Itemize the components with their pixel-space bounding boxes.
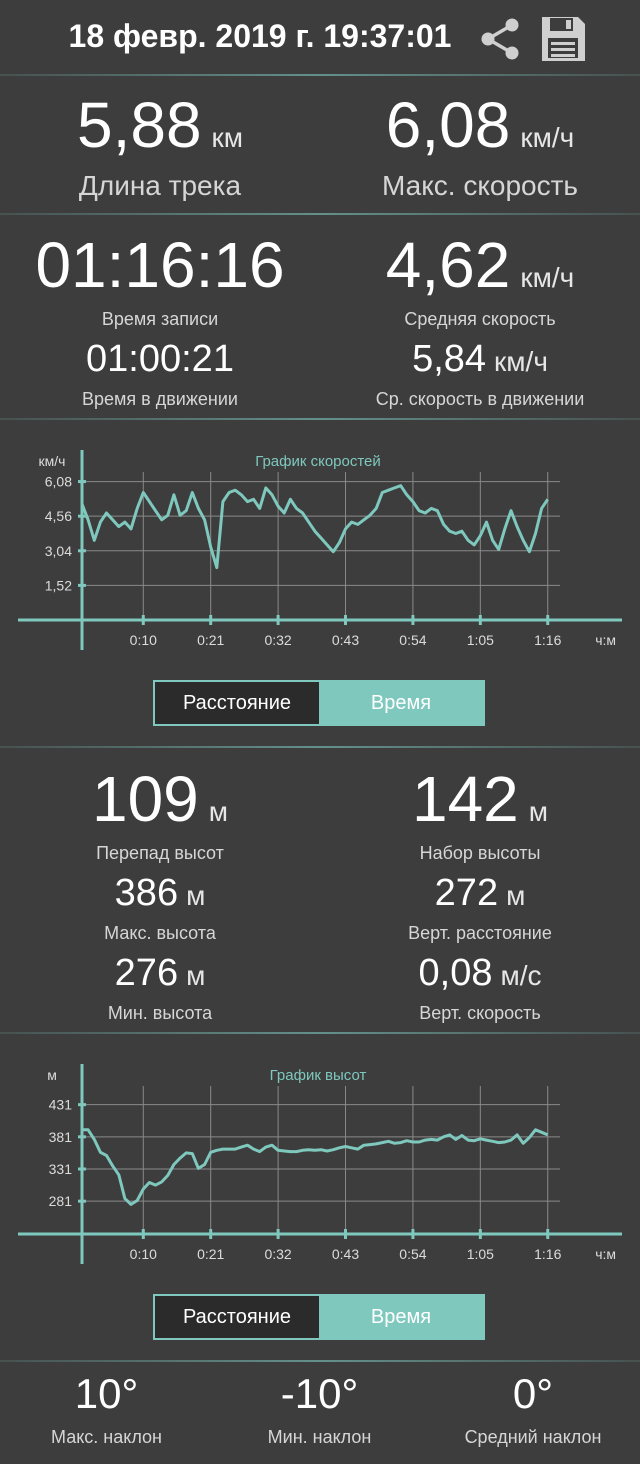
divider [0, 418, 640, 420]
moving-time-stat: 01:00:21 [0, 338, 320, 381]
y-tick-label: 381 [49, 1129, 73, 1145]
vert-distance-stat: 272 м [320, 872, 640, 915]
elevation-gain-label: Набор высоты [419, 843, 541, 863]
x-tick-label: 0:10 [130, 1246, 157, 1262]
min-elevation-stat: 276 м [0, 952, 320, 995]
avg-slope-value: 0° [512, 1370, 554, 1417]
y-tick-label: 331 [49, 1161, 73, 1177]
y-tick-label: 1,52 [45, 577, 72, 593]
vert-speed-value: 0,08 [418, 952, 493, 994]
avg-speed-unit: км/ч [520, 262, 575, 293]
avg-speed-stat: 4,62 км/ч [320, 228, 640, 302]
record-time-value: 01:16:16 [35, 229, 285, 301]
series-line [82, 1128, 549, 1206]
speed-chart: График скоростей км/ч 6,08 4,56 3,04 1,52 0:10… [0, 440, 640, 660]
save-icon[interactable] [538, 14, 588, 64]
y-axis-label: км/ч [39, 453, 66, 469]
toggle-distance-button[interactable]: Расстояние [155, 682, 319, 724]
elevation-gain-stat: 142 м [320, 762, 640, 836]
max-speed-value: 6,08 [385, 89, 511, 161]
x-axis-label: ч:м [595, 632, 616, 648]
record-time-stat: 01:16:16 [0, 228, 320, 302]
y-tick-label: 4,56 [45, 508, 72, 524]
vert-distance-unit: м [506, 880, 526, 911]
moving-avg-speed-unit: км/ч [494, 346, 548, 377]
elevation-chart: График высот м 431 381 331 281 0:10 0:21 0:32 0:4… [0, 1054, 640, 1274]
max-slope-label: Макс. наклон [51, 1427, 162, 1447]
chart-title: График высот [270, 1067, 367, 1084]
x-tick-label: 1:05 [467, 632, 494, 648]
elevation-diff-value: 109 [91, 763, 199, 835]
divider [0, 1032, 640, 1034]
y-tick-label: 3,04 [45, 543, 72, 559]
track-datetime: 18 февр. 2019 г. 19:37:01 [68, 18, 452, 54]
elevation-diff-unit: м [208, 796, 229, 827]
x-tick-label: 1:05 [467, 1246, 494, 1262]
x-tick-label: 1:16 [534, 1246, 561, 1262]
min-elevation-unit: м [186, 960, 206, 991]
divider [0, 213, 640, 215]
track-length-stat: 5,88 км [0, 88, 320, 162]
max-elevation-stat: 386 м [0, 872, 320, 915]
vert-distance-value: 272 [434, 872, 499, 914]
y-tick-label: 431 [49, 1097, 73, 1113]
x-tick-label: 0:10 [130, 632, 157, 648]
track-length-label: Длина трека [78, 170, 242, 201]
record-time-label: Время записи [101, 309, 219, 329]
x-tick-label: 1:16 [534, 632, 561, 648]
moving-time-label: Время в движении [82, 389, 238, 409]
max-elevation-value: 386 [114, 872, 179, 914]
avg-speed-label: Средняя скорость [404, 309, 556, 329]
divider [0, 746, 640, 748]
share-icon[interactable] [475, 14, 525, 64]
elevation-diff-stat: 109 м [0, 762, 320, 836]
min-elevation-value: 276 [114, 952, 179, 994]
x-tick-label: 0:21 [197, 632, 224, 648]
y-tick-label: 281 [49, 1193, 73, 1209]
max-speed-label: Макс. скорость [381, 170, 579, 201]
chart-title: График скоростей [255, 453, 381, 470]
max-elevation-label: Макс. высота [104, 923, 216, 943]
toggle-time-button[interactable]: Время [319, 682, 483, 724]
x-tick-label: 0:21 [197, 1246, 224, 1262]
x-tick-label: 0:32 [264, 632, 291, 648]
vert-speed-unit: м/с [500, 960, 542, 991]
x-tick-label: 0:54 [399, 632, 426, 648]
avg-speed-value: 4,62 [385, 229, 511, 301]
y-tick-label: 6,08 [45, 474, 72, 490]
moving-time-value: 01:00:21 [86, 338, 234, 380]
series-line [80, 484, 549, 570]
x-tick-label: 0:43 [332, 632, 359, 648]
max-speed-unit: км/ч [520, 122, 575, 153]
elevation-gain-value: 142 [411, 763, 519, 835]
vert-speed-label: Верт. скорость [419, 1003, 541, 1023]
moving-avg-speed-stat: 5,84 км/ч [320, 338, 640, 381]
min-elevation-label: Мин. высота [107, 1003, 213, 1023]
y-axis-label: м [47, 1067, 57, 1083]
max-slope-value: 10° [74, 1370, 139, 1417]
toggle-time-button[interactable]: Время [319, 1296, 483, 1338]
x-tick-label: 0:54 [399, 1246, 426, 1262]
elevation-gain-unit: м [528, 796, 549, 827]
x-tick-label: 0:32 [264, 1246, 291, 1262]
moving-avg-speed-label: Ср. скорость в движении [375, 389, 585, 409]
max-speed-stat: 6,08 км/ч [320, 88, 640, 162]
toggle-distance-button[interactable]: Расстояние [155, 1296, 319, 1338]
speed-chart-mode-toggle[interactable]: Расстояние Время [153, 680, 485, 726]
vert-distance-label: Верт. расстояние [408, 923, 552, 943]
vert-speed-stat: 0,08 м/с [320, 952, 640, 995]
avg-slope-label: Средний наклон [464, 1427, 602, 1447]
elevation-diff-label: Перепад высот [96, 843, 224, 863]
moving-avg-speed-value: 5,84 [412, 338, 487, 380]
track-length-unit: км [211, 122, 244, 153]
elevation-chart-mode-toggle[interactable]: Расстояние Время [153, 1294, 485, 1340]
divider [0, 74, 640, 76]
track-length-value: 5,88 [76, 89, 202, 161]
min-slope-label: Мин. наклон [267, 1427, 372, 1447]
x-axis-label: ч:м [595, 1246, 616, 1262]
min-slope-value: -10° [280, 1370, 359, 1417]
max-elevation-unit: м [186, 880, 206, 911]
divider [0, 1360, 640, 1362]
x-tick-label: 0:43 [332, 1246, 359, 1262]
